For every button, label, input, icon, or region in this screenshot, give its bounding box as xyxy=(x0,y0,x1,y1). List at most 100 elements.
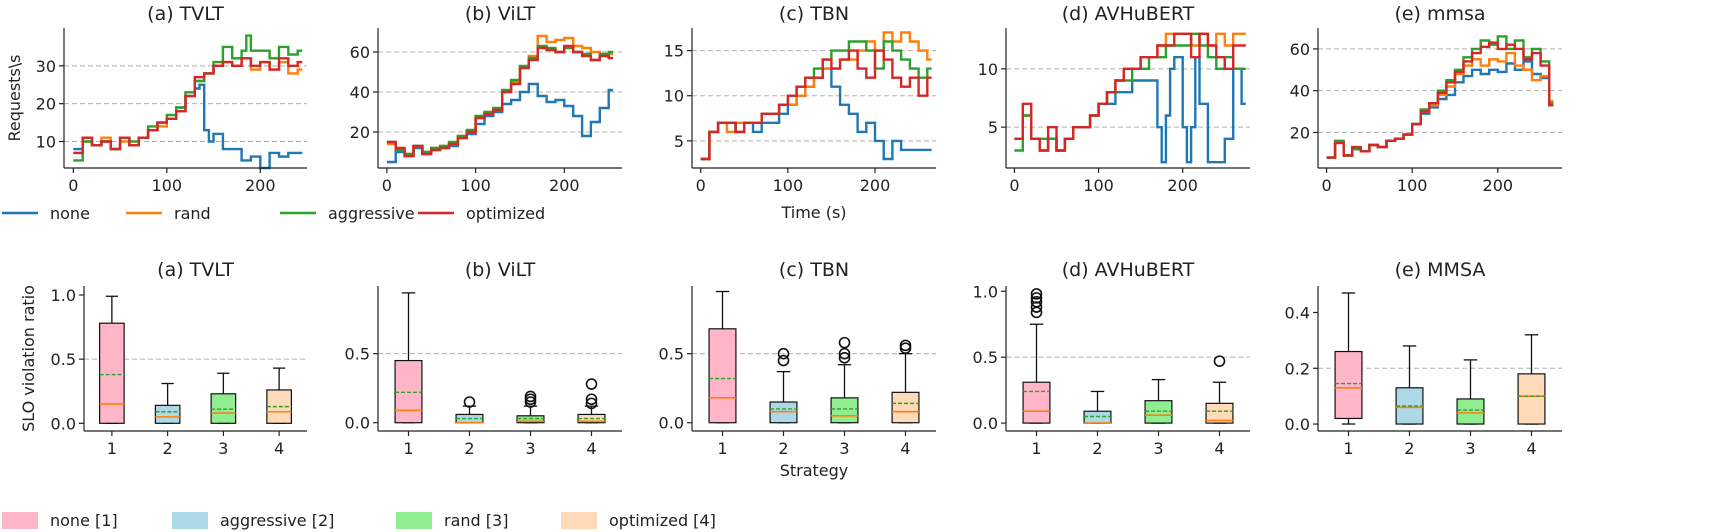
x-tick-label: 2 xyxy=(464,439,474,458)
box-body xyxy=(154,404,181,424)
x-tick-label: 200 xyxy=(245,176,276,195)
series-line-optimized xyxy=(386,44,614,158)
legend-item-optimized: optimized xyxy=(418,204,545,223)
x-tick-label: 100 xyxy=(460,176,491,195)
x-tick-label: 100 xyxy=(1397,176,1428,195)
box-4 xyxy=(1205,355,1234,424)
x-tick-label: 1 xyxy=(1343,439,1353,458)
box-2 xyxy=(154,382,181,424)
y-tick-label: 0.5 xyxy=(345,345,370,364)
outlier-point xyxy=(1030,296,1043,308)
y-axis-label: SLO violation ratio xyxy=(19,285,38,432)
box-1 xyxy=(1334,292,1363,425)
y-tick-label: 10 xyxy=(664,87,684,106)
line-chart-1: 10 20 30 0 100 200 (a) TVLT Requests\s xyxy=(5,3,307,195)
legend-swatch xyxy=(396,512,432,529)
y-tick-label: 5 xyxy=(988,118,998,137)
series-line-aggressive xyxy=(1326,35,1554,159)
y-tick-label: 5 xyxy=(674,132,684,151)
x-tick-label: 0 xyxy=(382,176,392,195)
x-tick-label: 3 xyxy=(1465,439,1475,458)
y-tick-label: 20 xyxy=(1290,123,1310,142)
x-tick-label: 3 xyxy=(525,439,535,458)
box-1 xyxy=(394,292,423,424)
box-chart-3: 0.0 0.5 1 2 3 4 (c) TBN Strategy xyxy=(659,259,936,480)
box-3 xyxy=(1144,378,1173,424)
series-line-optimized xyxy=(1326,41,1554,159)
line-chart-5: 20 40 60 0 100 200 (e) mmsa xyxy=(1290,3,1562,195)
outlier-point xyxy=(1030,292,1043,304)
y-tick-label: 10 xyxy=(978,60,998,79)
legend-label: optimized xyxy=(466,204,545,223)
box-4 xyxy=(1517,334,1546,425)
box-chart-2: 0.0 0.5 1 2 3 4 (b) ViLT xyxy=(345,259,622,458)
box-chart-5: 0.0 0.2 0.4 1 2 3 4 (e) MMSA xyxy=(1285,259,1562,458)
x-tick-label: 200 xyxy=(860,176,891,195)
legend-label: aggressive xyxy=(328,204,415,223)
legend-item-4: optimized [4] xyxy=(561,511,716,530)
chart-title: (e) MMSA xyxy=(1395,259,1486,281)
chart-title: (d) AVHuBERT xyxy=(1062,3,1195,25)
x-tick-label: 100 xyxy=(1083,176,1114,195)
x-tick-label: 2 xyxy=(163,439,173,458)
box-3 xyxy=(1456,359,1485,425)
x-tick-label: 1 xyxy=(717,439,727,458)
y-tick-label: 1.0 xyxy=(973,282,998,301)
legend-item-1: none [1] xyxy=(2,511,118,530)
legend-item-aggressive: aggressive xyxy=(280,204,415,223)
series-line-rand xyxy=(386,34,614,156)
y-tick-label: 40 xyxy=(350,83,370,102)
x-tick-label: 4 xyxy=(586,439,596,458)
box-body xyxy=(1456,398,1485,425)
outlier-point xyxy=(777,347,790,360)
y-tick-label: 0.4 xyxy=(1285,303,1310,322)
chart-title: (e) mmsa xyxy=(1394,3,1485,25)
x-axis-label: Time (s) xyxy=(780,203,846,222)
chart-title: (a) TVLT xyxy=(157,259,234,281)
x-tick-label: 100 xyxy=(152,176,183,195)
x-tick-label: 4 xyxy=(900,439,910,458)
legend-swatch xyxy=(561,512,597,529)
y-tick-label: 0.5 xyxy=(659,345,684,364)
legend-label: none xyxy=(50,204,90,223)
legend-item-none: none xyxy=(2,204,90,223)
series-line-optimized xyxy=(700,49,932,161)
x-tick-label: 1 xyxy=(1031,439,1041,458)
box-body xyxy=(1022,381,1051,424)
outlier-point xyxy=(899,339,912,352)
x-tick-label: 3 xyxy=(218,439,228,458)
chart-title: (d) AVHuBERT xyxy=(1062,259,1195,281)
outlier-point xyxy=(524,390,537,403)
legend-item-2: aggressive [2] xyxy=(172,511,334,530)
y-tick-label: 0.0 xyxy=(51,414,76,433)
box-body xyxy=(1517,373,1546,425)
y-tick-label: 30 xyxy=(36,57,56,76)
outlier-point xyxy=(777,354,790,367)
legend-item-3: rand [3] xyxy=(396,511,508,530)
outlier-point xyxy=(1030,288,1043,300)
outlier-point xyxy=(585,378,598,390)
line-chart-2: 20 40 60 0 100 200 (b) ViLT xyxy=(350,3,622,195)
legend-item-rand: rand xyxy=(126,204,211,223)
box-body xyxy=(891,391,920,424)
chart-title: (c) TBN xyxy=(779,259,849,281)
x-tick-label: 3 xyxy=(839,439,849,458)
series-line-aggressive xyxy=(386,44,614,156)
box-3 xyxy=(516,390,545,424)
y-tick-label: 20 xyxy=(36,95,56,114)
line-chart-3: 5 10 15 0 100 200 (c) TBN Time (s) xyxy=(664,3,936,222)
y-tick-label: 60 xyxy=(350,43,370,62)
x-tick-label: 100 xyxy=(773,176,804,195)
series-line-none xyxy=(386,82,614,164)
outlier-point xyxy=(585,397,598,410)
series-line-none xyxy=(1326,60,1554,159)
box-1 xyxy=(99,295,125,424)
legend-swatch xyxy=(2,512,38,529)
x-tick-label: 200 xyxy=(1483,176,1514,195)
box-legend: none [1] aggressive [2] rand [3] optimized … xyxy=(2,511,716,530)
x-tick-label: 2 xyxy=(1092,439,1102,458)
x-tick-label: 2 xyxy=(1404,439,1414,458)
outlier-point xyxy=(838,336,851,349)
